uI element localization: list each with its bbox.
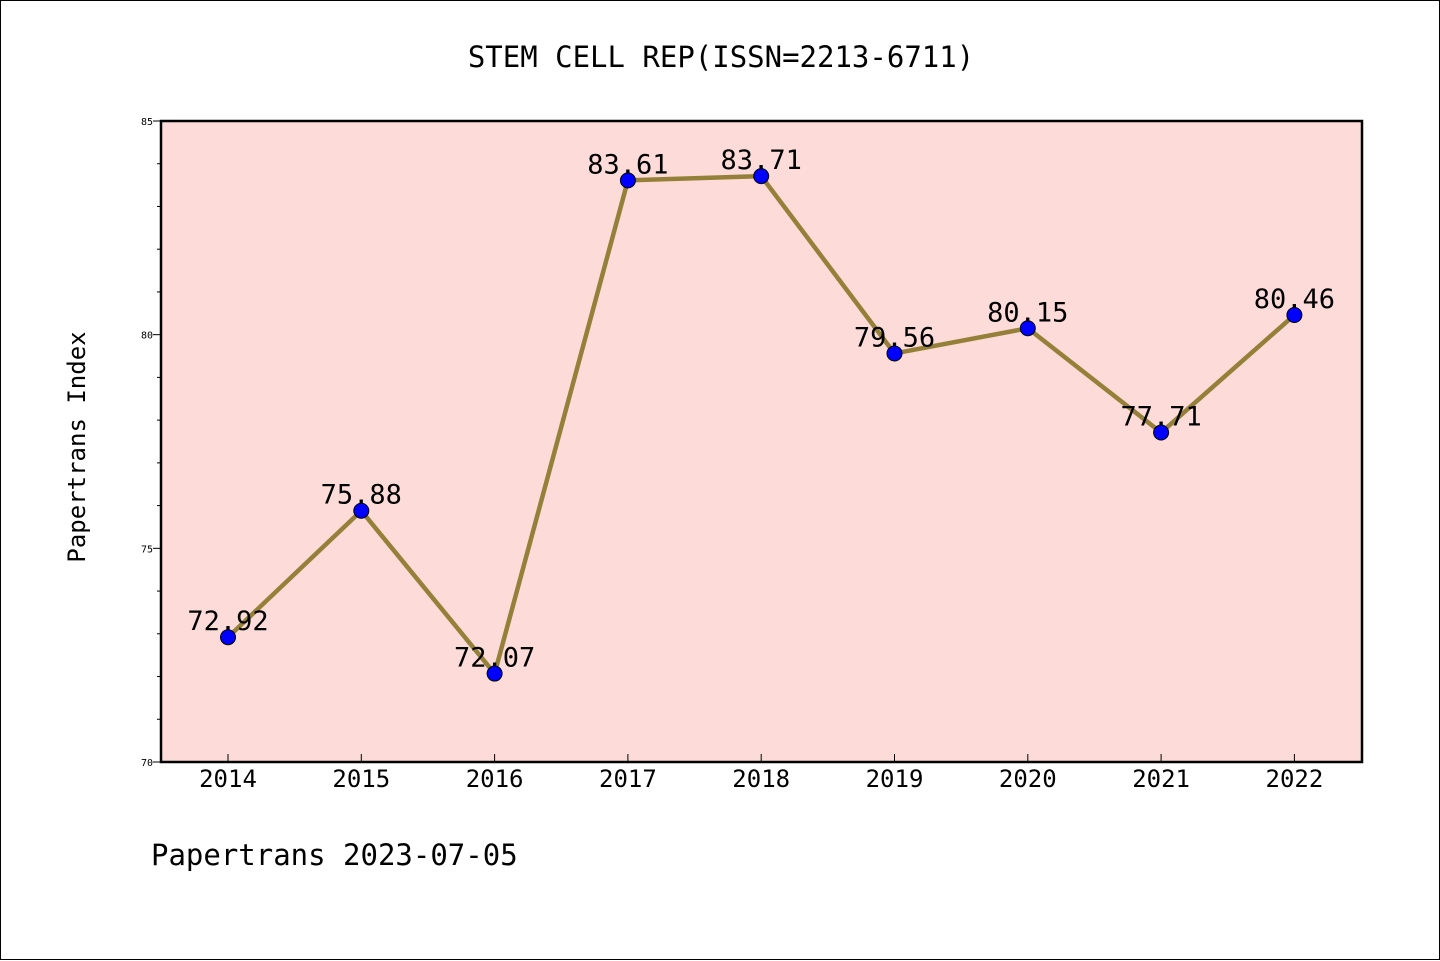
data-label: 79.56 — [854, 322, 935, 353]
x-tick-label: 2015 — [332, 765, 390, 793]
data-label: 80.15 — [987, 297, 1068, 328]
y-tick-label: 75 — [141, 544, 153, 555]
x-tick-label: 2019 — [866, 765, 924, 793]
x-tick-label: 2016 — [466, 765, 524, 793]
y-tick-label: 85 — [141, 117, 153, 128]
data-point — [486, 665, 503, 682]
data-label: 75.88 — [321, 480, 402, 511]
x-tick-label: 2014 — [199, 765, 257, 793]
data-label: 83.71 — [721, 145, 802, 176]
data-point — [1286, 307, 1303, 324]
data-point — [753, 168, 770, 185]
x-tick-label: 2021 — [1132, 765, 1190, 793]
x-tick-label: 2022 — [1266, 765, 1324, 793]
data-point — [1153, 424, 1170, 441]
data-point — [1019, 320, 1036, 337]
chart-title: STEM CELL REP(ISSN=2213-6711) — [468, 40, 974, 74]
x-tick-label: 2018 — [732, 765, 790, 793]
y-tick-label: 80 — [141, 331, 153, 342]
data-label: 72.07 — [454, 643, 535, 674]
data-label: 72.92 — [187, 606, 268, 637]
data-label: 83.61 — [587, 149, 668, 180]
x-tick-label: 2020 — [999, 765, 1057, 793]
series-layer: 72.92 75.88 72.07 83.61 83.71 79.56 80.15 77.71… — [187, 145, 1335, 682]
x-axis: 2014 2015 2016 2017 2018 2019 2020 2021 2022 — [199, 754, 1323, 793]
y-axis-label: Papertrans Index — [63, 331, 91, 562]
plot-area — [159, 119, 1364, 764]
x-tick-label: 2017 — [599, 765, 657, 793]
data-label: 77.71 — [1120, 402, 1201, 433]
y-tick-label: 70 — [141, 758, 153, 769]
data-point — [619, 172, 636, 189]
data-point — [353, 502, 370, 519]
data-point — [886, 345, 903, 362]
data-label: 80.46 — [1254, 284, 1335, 315]
y-axis: 70 75 80 85 — [141, 117, 161, 769]
data-point — [220, 629, 236, 646]
footer-text: Papertrans 2023-07-05 — [151, 838, 518, 872]
